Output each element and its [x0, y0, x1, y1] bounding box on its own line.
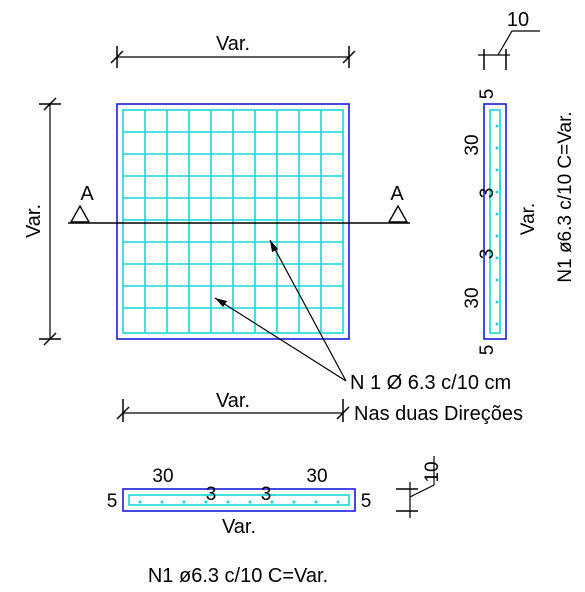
plan-left-dimension: Var. — [23, 97, 61, 346]
section-mark-left: A — [80, 183, 94, 205]
horizontal-length-left: 30 — [152, 466, 173, 487]
slab-outline — [116, 103, 350, 340]
vertical-bottom-cover: 5 — [477, 345, 498, 356]
plan-bottom-dimension: Var. — [116, 390, 350, 422]
vertical-bar-spec: N1 ø6.3 c/10 C=Var. — [555, 111, 576, 282]
callout-bar-spec: N 1 Ø 6.3 c/10 cm — [350, 372, 511, 394]
plan-view: Var. Var. — [23, 33, 523, 425]
horizontal-section-outline — [122, 488, 356, 512]
plan-top-dimension: Var. — [110, 33, 356, 68]
vertical-hook-upper: 3 — [477, 188, 498, 199]
horizontal-hook-left: 3 — [206, 484, 217, 505]
horizontal-section: 5 5 30 30 3 3 Var. 10 N1 ø6.3 c/10 C=Var… — [107, 456, 443, 587]
vertical-length-lower: 30 — [462, 287, 483, 308]
vertical-thickness-label: 10 — [507, 9, 529, 31]
horizontal-rebar — [128, 494, 350, 506]
plan-top-dim-label: Var. — [216, 33, 250, 55]
horizontal-cover-left: 5 — [107, 491, 118, 512]
horizontal-length-right: 30 — [306, 466, 327, 487]
horizontal-bar-spec: N1 ø6.3 c/10 C=Var. — [148, 565, 328, 587]
callout-directions: Nas duas Direções — [354, 403, 523, 425]
horizontal-span-label: Var. — [222, 516, 256, 538]
vertical-section: 10 5 5 30 30 3 3 Var. N1 ø6.3 c/10 C=Var… — [462, 9, 576, 355]
section-marker-left-icon — [69, 204, 91, 223]
callout-leaders — [214, 239, 347, 382]
vertical-thickness-dimension: 10 — [478, 9, 540, 70]
horizontal-cover-right: 5 — [361, 491, 372, 512]
section-cut-line: A A — [68, 183, 410, 224]
vertical-section-outline — [483, 103, 507, 340]
vertical-span-label: Var. — [518, 203, 539, 235]
horizontal-hook-right: 3 — [261, 484, 272, 505]
section-marker-right-icon — [387, 204, 409, 223]
vertical-rebar — [489, 109, 501, 334]
vertical-hook-lower: 3 — [477, 249, 498, 260]
horizontal-thickness-dimension: 10 — [396, 456, 443, 518]
horizontal-thickness-label: 10 — [422, 461, 443, 482]
plan-left-dim-label: Var. — [23, 204, 45, 238]
rebar-mesh — [122, 109, 344, 334]
vertical-length-upper: 30 — [462, 134, 483, 155]
plan-bottom-dim-label: Var. — [216, 390, 250, 412]
vertical-top-cover: 5 — [477, 89, 498, 100]
section-mark-right: A — [390, 183, 404, 205]
